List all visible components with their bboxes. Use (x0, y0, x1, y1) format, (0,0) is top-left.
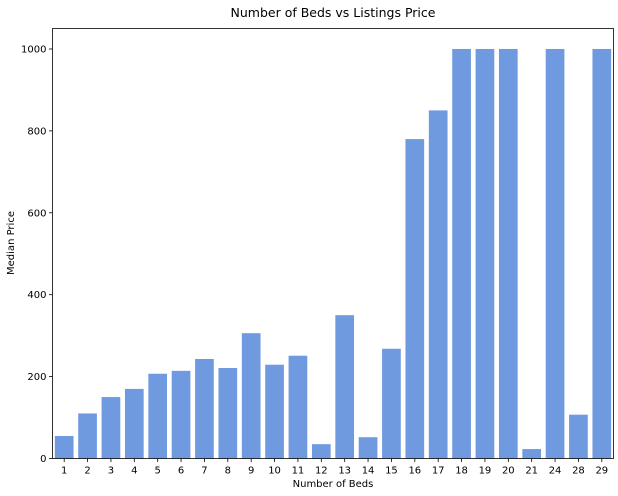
x-tick-label: 7 (201, 466, 207, 477)
x-tick-label: 16 (408, 466, 421, 477)
bar-29 (592, 48, 612, 459)
bar-13 (335, 315, 355, 459)
bar-19 (475, 48, 495, 459)
bar-20 (498, 48, 518, 459)
bar-21 (522, 449, 542, 459)
y-tick-label: 200 (27, 372, 46, 383)
x-tick-label: 3 (108, 466, 114, 477)
bar-24 (545, 48, 565, 459)
x-tick-label: 19 (479, 466, 492, 477)
chart-title: Number of Beds vs Listings Price (231, 5, 436, 20)
x-tick-label: 28 (572, 466, 585, 477)
y-tick-label: 600 (27, 208, 46, 219)
plot-frame (52, 28, 614, 459)
bar-11 (288, 355, 308, 459)
bar-17 (428, 110, 448, 459)
bar-14 (358, 437, 378, 459)
x-tick-label: 2 (84, 466, 90, 477)
x-tick-label: 21 (525, 466, 538, 477)
x-tick-label: 29 (595, 466, 608, 477)
x-axis: 1 2 3 4 5 6 7 8 9 10 11 12 13 14 15 16 17 18 19 20 21 24 28 29 (61, 458, 608, 477)
x-tick-label: 13 (338, 466, 351, 477)
x-tick-label: 10 (268, 466, 281, 477)
x-tick-label: 11 (292, 466, 305, 477)
x-tick-label: 6 (178, 466, 184, 477)
x-tick-label: 4 (131, 466, 137, 477)
x-tick-label: 15 (385, 466, 398, 477)
bar-1 (54, 435, 74, 459)
y-tick-label: 0 (40, 454, 46, 465)
x-tick-label: 18 (455, 466, 468, 477)
bar-5 (148, 373, 168, 459)
x-tick-label: 14 (362, 466, 375, 477)
bar-6 (171, 370, 191, 459)
bar-16 (405, 139, 425, 459)
bar-28 (569, 414, 588, 459)
bars-group (54, 48, 612, 459)
y-axis-label: Median Price (6, 211, 17, 275)
bar-7 (195, 358, 214, 459)
x-tick-label: 1 (61, 466, 67, 477)
x-tick-label: 17 (432, 466, 445, 477)
x-tick-label: 20 (502, 466, 515, 477)
x-axis-label: Number of Beds (293, 479, 374, 490)
y-tick-label: 800 (27, 126, 46, 137)
x-tick-label: 12 (315, 466, 328, 477)
bar-4 (124, 388, 144, 459)
x-tick-label: 9 (248, 466, 254, 477)
bar-18 (452, 48, 471, 459)
bar-8 (218, 368, 238, 459)
bar-3 (101, 397, 121, 459)
x-tick-label: 24 (549, 466, 562, 477)
bar-10 (265, 364, 284, 459)
y-tick-label: 400 (27, 290, 46, 301)
y-tick-label: 1000 (21, 44, 46, 55)
bar-2 (78, 413, 97, 459)
bar-12 (311, 444, 331, 459)
bar-15 (382, 348, 401, 459)
bar-9 (241, 333, 261, 459)
y-axis: 0 200 400 600 800 1000 (21, 44, 53, 465)
x-tick-label: 8 (225, 466, 231, 477)
x-tick-label: 5 (155, 466, 161, 477)
